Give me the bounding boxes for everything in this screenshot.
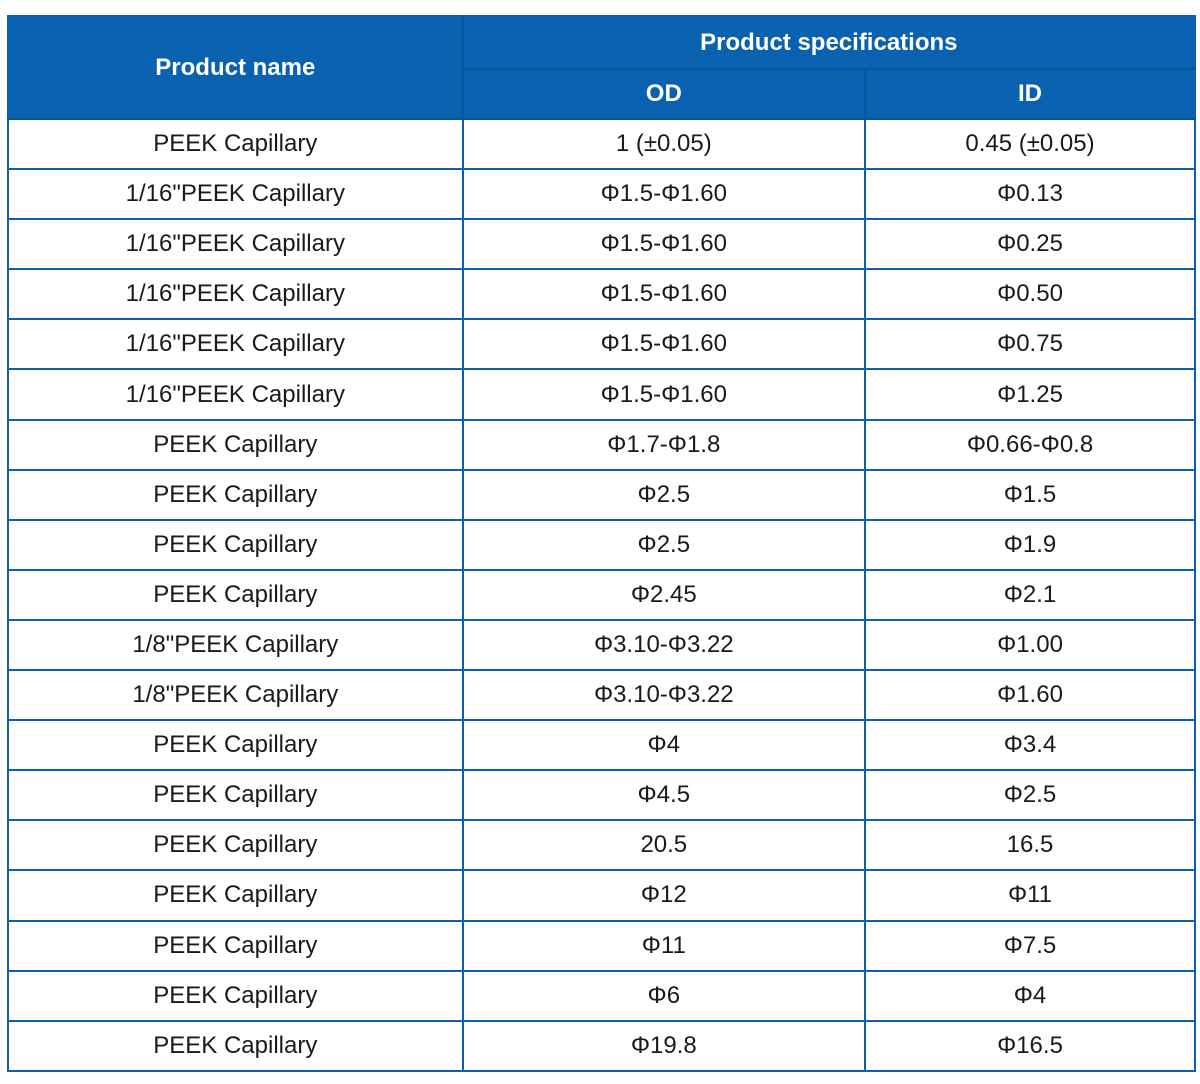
id-cell: Φ0.13 — [864, 168, 1196, 221]
od-cell: Φ11 — [461, 919, 867, 972]
table-row: 1/16"PEEK Capillary Φ1.5-Φ1.60 Φ0.50 — [7, 268, 1196, 321]
od-cell: Φ2.45 — [461, 568, 867, 621]
product-name-cell: 1/16"PEEK Capillary — [7, 268, 464, 321]
column-header-product-specifications: Product specifications — [461, 15, 1197, 70]
id-cell: Φ3.4 — [864, 719, 1196, 772]
header-row-top: Product name Product specifications — [7, 15, 1197, 120]
od-cell: Φ19.8 — [461, 1019, 867, 1073]
table-row: 1/16"PEEK Capillary Φ1.5-Φ1.60 Φ0.13 — [7, 168, 1196, 221]
od-cell: Φ2.5 — [461, 468, 867, 521]
id-cell: Φ11 — [864, 869, 1196, 922]
table-row: 1/8"PEEK Capillary Φ3.10-Φ3.22 Φ1.00 — [7, 618, 1196, 672]
table-row: PEEK Capillary 20.5 16.5 — [7, 819, 1196, 872]
table-header: Product name Product specifications OD I… — [7, 15, 1197, 120]
product-name-cell: 1/16"PEEK Capillary — [7, 168, 464, 221]
od-cell: Φ3.10-Φ3.22 — [461, 669, 867, 722]
product-name-cell: PEEK Capillary — [7, 1019, 464, 1073]
product-name-cell: 1/16"PEEK Capillary — [7, 318, 464, 371]
id-cell: Φ2.1 — [864, 568, 1196, 621]
od-cell: Φ1.5-Φ1.60 — [461, 368, 867, 421]
product-name-cell: PEEK Capillary — [7, 919, 464, 972]
table-row: 1/8"PEEK Capillary Φ3.10-Φ3.22 Φ1.60 — [7, 669, 1196, 722]
id-cell: Φ7.5 — [864, 919, 1196, 972]
product-name-cell: PEEK Capillary — [7, 568, 464, 621]
table-row: PEEK Capillary Φ2.5 Φ1.9 — [7, 518, 1196, 571]
od-cell: Φ1.7-Φ1.8 — [461, 418, 867, 471]
product-name-cell: 1/16"PEEK Capillary — [7, 218, 464, 271]
product-name-cell: PEEK Capillary — [7, 418, 464, 471]
product-name-cell: 1/8"PEEK Capillary — [7, 618, 464, 672]
table-row: PEEK Capillary 1 (±0.05) 0.45 (±0.05) — [7, 117, 1196, 171]
product-name-cell: PEEK Capillary — [7, 769, 464, 822]
id-cell: 16.5 — [864, 819, 1196, 872]
header-row-sub: OD ID — [8, 68, 1196, 120]
table-row: PEEK Capillary Φ2.5 Φ1.5 — [7, 468, 1196, 521]
od-cell: Φ1.5-Φ1.60 — [461, 218, 867, 271]
table-row: 1/16"PEEK Capillary Φ1.5-Φ1.60 Φ0.25 — [7, 218, 1196, 271]
id-cell: Φ1.9 — [864, 518, 1196, 571]
product-name-cell: PEEK Capillary — [7, 969, 464, 1022]
table-row: PEEK Capillary Φ12 Φ11 — [7, 869, 1196, 922]
table-row: PEEK Capillary Φ11 Φ7.5 — [7, 919, 1196, 972]
table-row: PEEK Capillary Φ1.7-Φ1.8 Φ0.66-Φ0.8 — [7, 418, 1196, 471]
product-name-cell: PEEK Capillary — [7, 819, 464, 872]
column-header-id: ID — [864, 68, 1196, 120]
od-cell: Φ1.5-Φ1.60 — [461, 318, 867, 371]
table-row: PEEK Capillary Φ2.45 Φ2.1 — [7, 568, 1196, 621]
table-row: PEEK Capillary Φ4 Φ3.4 — [7, 719, 1196, 772]
product-name-cell: PEEK Capillary — [7, 719, 464, 772]
id-cell: Φ0.50 — [864, 268, 1196, 321]
table-body: PEEK Capillary 1 (±0.05) 0.45 (±0.05) 1/… — [7, 117, 1196, 1073]
id-cell: Φ2.5 — [864, 769, 1196, 822]
table-row: 1/16"PEEK Capillary Φ1.5-Φ1.60 Φ1.25 — [7, 368, 1196, 421]
product-name-cell: 1/8"PEEK Capillary — [7, 669, 464, 722]
id-cell: Φ0.66-Φ0.8 — [864, 418, 1196, 471]
id-cell: Φ1.00 — [864, 618, 1196, 672]
table-row: PEEK Capillary Φ19.8 Φ16.5 — [7, 1019, 1196, 1073]
od-cell: 1 (±0.05) — [461, 117, 867, 171]
column-header-od: OD — [461, 68, 867, 120]
product-name-cell: 1/16"PEEK Capillary — [7, 368, 464, 421]
od-cell: Φ6 — [461, 969, 867, 1022]
table-row: PEEK Capillary Φ4.5 Φ2.5 — [7, 769, 1196, 822]
table-row: 1/16"PEEK Capillary Φ1.5-Φ1.60 Φ0.75 — [7, 318, 1196, 371]
product-spec-table-wrap: Product name Product specifications OD I… — [7, 15, 1197, 1073]
od-cell: Φ12 — [461, 869, 867, 922]
od-cell: Φ1.5-Φ1.60 — [461, 168, 867, 221]
id-cell: Φ1.60 — [864, 669, 1196, 722]
product-name-cell: PEEK Capillary — [7, 869, 464, 922]
table-row: PEEK Capillary Φ6 Φ4 — [7, 969, 1196, 1022]
id-cell: 0.45 (±0.05) — [864, 117, 1196, 171]
product-name-cell: PEEK Capillary — [7, 518, 464, 571]
id-cell: Φ1.5 — [864, 468, 1196, 521]
product-name-cell: PEEK Capillary — [7, 468, 464, 521]
od-cell: Φ3.10-Φ3.22 — [461, 618, 867, 672]
id-cell: Φ0.25 — [864, 218, 1196, 271]
od-cell: Φ2.5 — [461, 518, 867, 571]
id-cell: Φ1.25 — [864, 368, 1196, 421]
id-cell: Φ16.5 — [864, 1019, 1196, 1073]
id-cell: Φ4 — [864, 969, 1196, 1022]
od-cell: Φ4.5 — [461, 769, 867, 822]
id-cell: Φ0.75 — [864, 318, 1196, 371]
column-header-product-name: Product name — [7, 15, 464, 120]
od-cell: Φ1.5-Φ1.60 — [461, 268, 867, 321]
product-spec-table: Product name Product specifications OD I… — [7, 15, 1197, 1073]
od-cell: 20.5 — [461, 819, 867, 872]
od-cell: Φ4 — [461, 719, 867, 772]
product-name-cell: PEEK Capillary — [7, 117, 464, 171]
